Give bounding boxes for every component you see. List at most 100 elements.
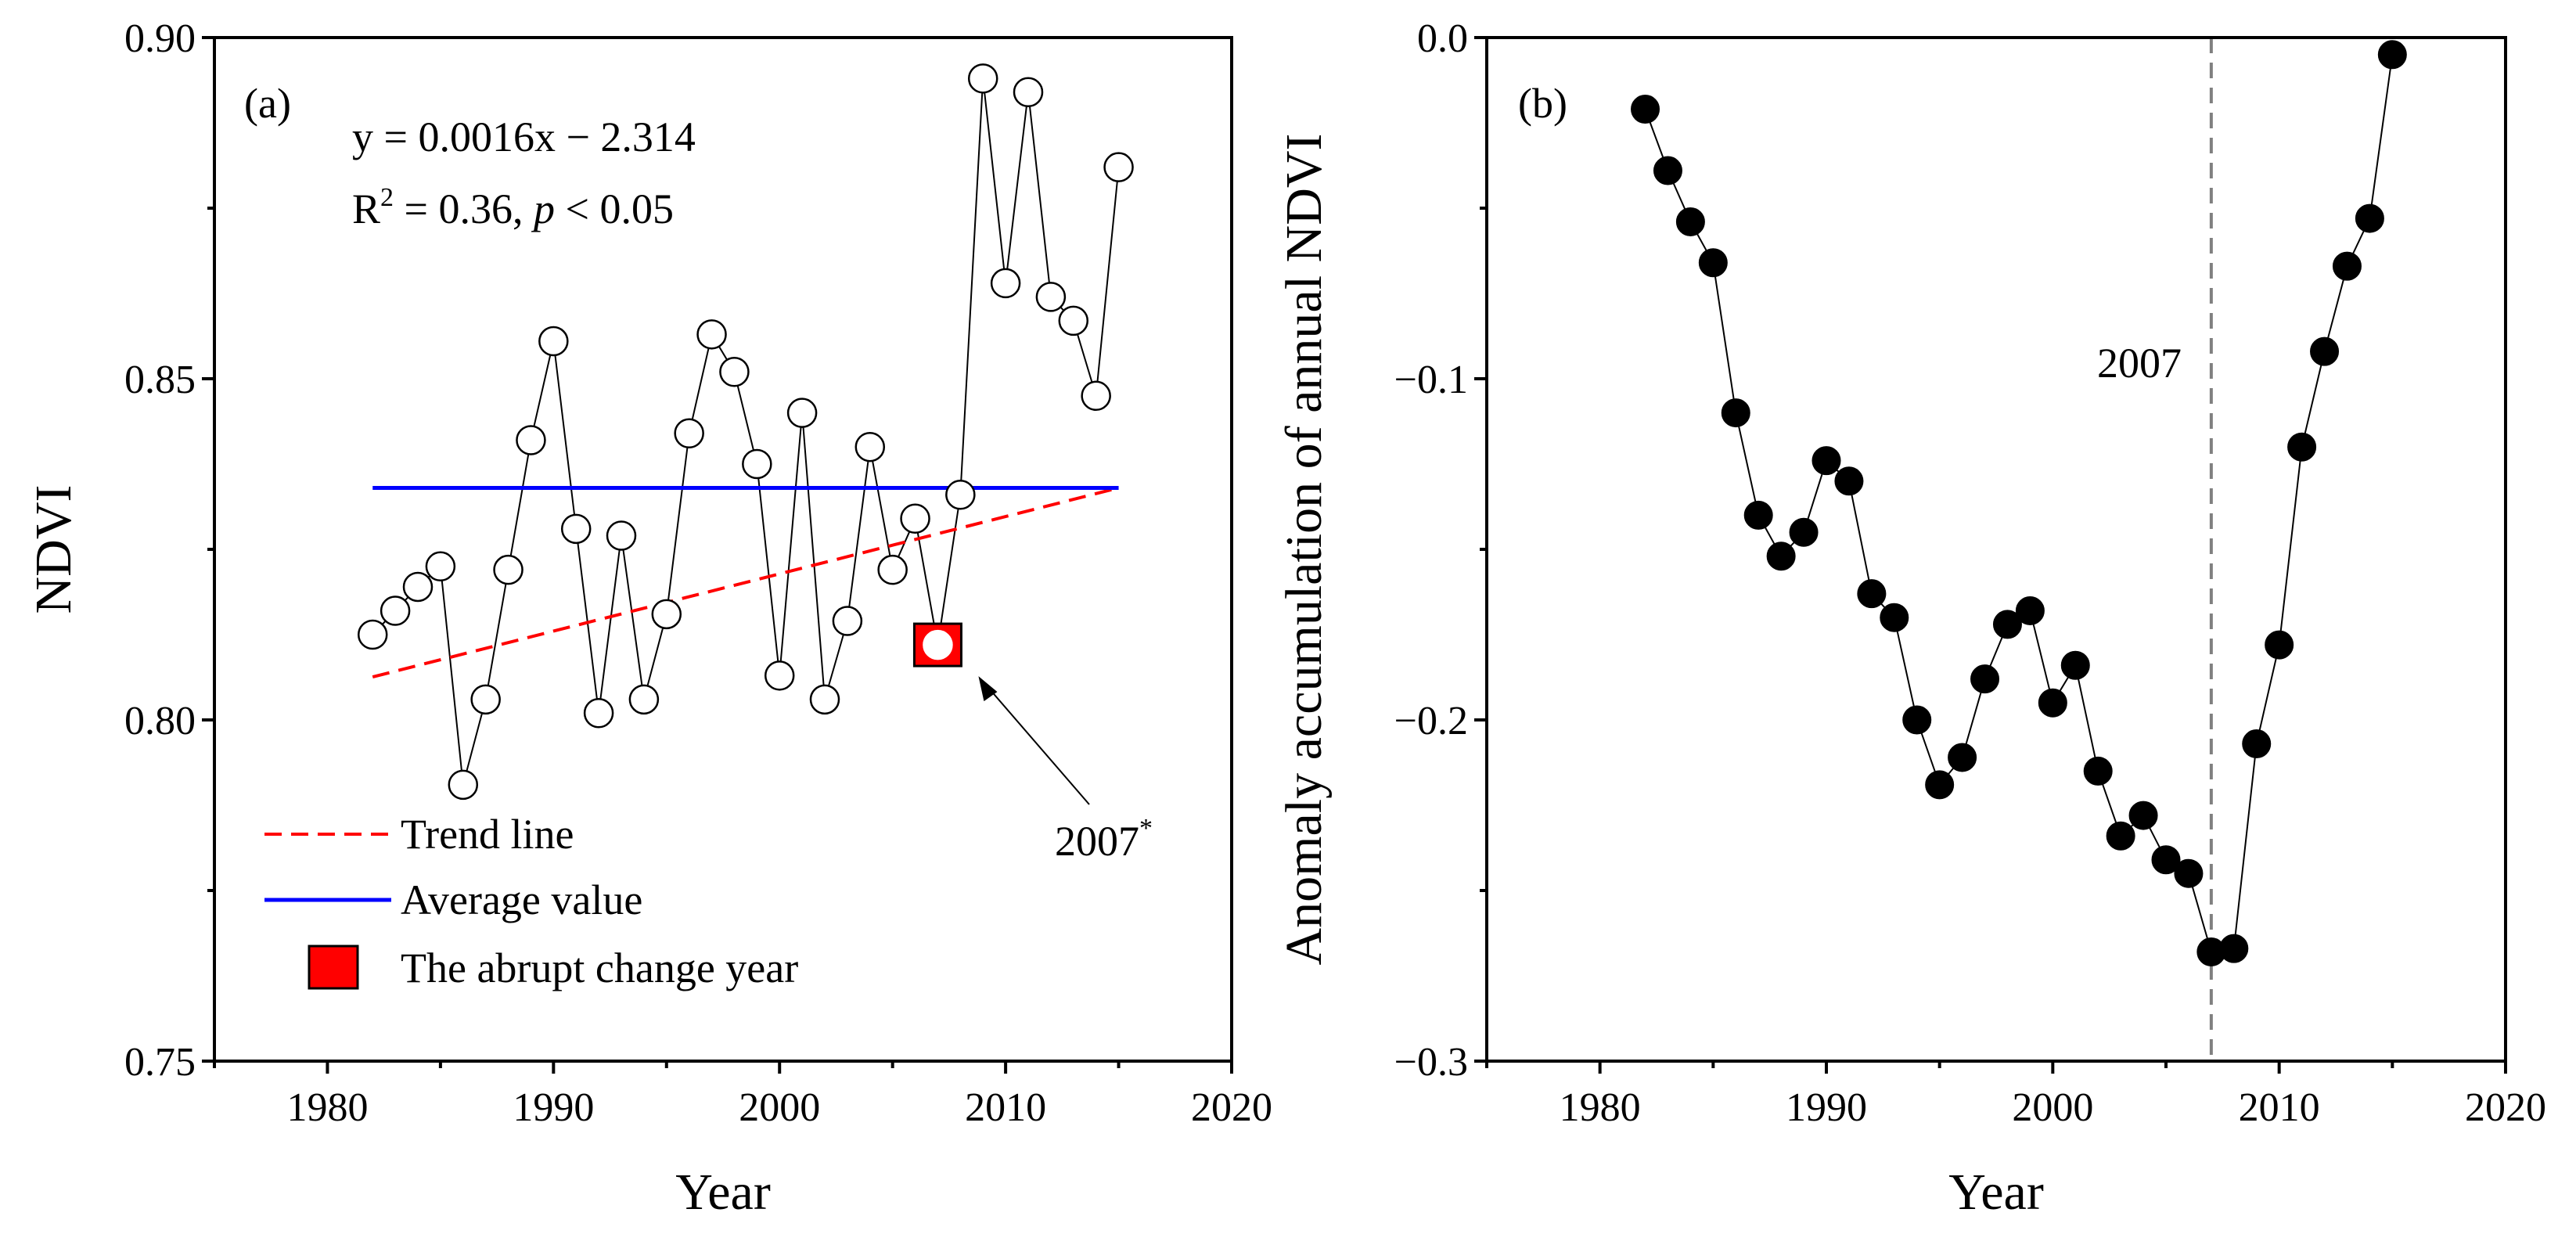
panel-b-y-axis-label: Anomaly accumulation of annual NDVI <box>1275 133 1333 965</box>
ndvi-point <box>402 571 434 603</box>
x-tick-label: 2020 <box>1191 1085 1272 1130</box>
y-tick-label: 0.85 <box>124 358 196 402</box>
ndvi-point <box>1013 77 1044 108</box>
trend-line <box>372 486 1120 679</box>
anomaly-point <box>2332 251 2362 281</box>
panel-a-label: (a) <box>244 80 291 127</box>
anomaly-point <box>1948 743 1977 772</box>
abrupt-year-arrow-label: 2007* <box>1055 814 1153 865</box>
ndvi-point <box>583 698 614 729</box>
x-tick-label: 2000 <box>2012 1085 2093 1130</box>
anomaly-point <box>1880 603 1909 632</box>
panel-b: 1980 1990 2000 2010 2020−0.3−0.2−0.10.0 (b) … <box>1275 16 2546 1221</box>
ndvi-point <box>764 660 795 691</box>
anomaly-point <box>1653 156 1682 185</box>
x-tick-label: 1980 <box>286 1085 368 1130</box>
anomaly-point <box>2242 729 2272 759</box>
anomaly-point <box>2106 821 2135 851</box>
anomaly-point <box>1743 500 1773 530</box>
ndvi-point <box>809 684 840 715</box>
anomaly-point <box>2287 432 2317 462</box>
ndvi-point <box>560 513 592 545</box>
y-tick-label: −0.1 <box>1394 358 1468 402</box>
panel-b-x-axis-label: Year <box>1948 1164 2044 1221</box>
ndvi-point <box>1058 305 1089 336</box>
ndvi-point <box>448 769 479 801</box>
legend-abrupt-change-label: The abrupt change year <box>401 945 798 991</box>
anomaly-point <box>2219 934 2249 963</box>
anomaly-point <box>1925 770 1955 800</box>
anomaly-point <box>2015 596 2045 625</box>
ndvi-point <box>967 63 998 94</box>
anomaly-point <box>2128 801 2158 830</box>
anomaly-point <box>1902 705 1932 735</box>
anomaly-point <box>1698 248 1728 278</box>
r2-annotation: R2 = 0.36, p < 0.05 <box>352 183 674 232</box>
legend-trend-line-label: Trend line <box>401 811 574 858</box>
anomaly-point <box>2377 40 2407 70</box>
regression-equation: y = 0.0016x − 2.314 <box>352 113 696 160</box>
ndvi-point <box>696 319 727 350</box>
anomaly-point <box>2174 858 2204 888</box>
y-tick-label: 0.75 <box>124 1040 196 1085</box>
abrupt-year-arrowhead <box>978 676 998 702</box>
anomaly-point <box>1631 95 1660 124</box>
x-tick-label: 1990 <box>513 1085 594 1130</box>
ndvi-point <box>493 554 523 585</box>
legend-abrupt-change-swatch <box>308 945 359 990</box>
panel-a-y-axis-label: NDVI <box>25 485 82 614</box>
ndvi-point <box>357 619 388 650</box>
panel-a-x-axis-label: Year <box>675 1164 771 1221</box>
legend-average-value-label: Average value <box>401 876 642 923</box>
anomaly-point <box>2355 203 2384 233</box>
ndvi-point <box>674 418 704 449</box>
anomaly-point <box>2083 756 2113 786</box>
anomaly-point <box>2060 650 2090 680</box>
ndvi-point <box>628 684 660 715</box>
ndvi-point <box>832 606 863 636</box>
ndvi-point <box>742 448 772 480</box>
anomaly-point <box>2038 688 2067 718</box>
anomaly-point <box>1857 579 1887 609</box>
ndvi-point <box>854 431 886 462</box>
anomaly-point <box>2310 336 2340 366</box>
ndvi-point <box>538 326 569 357</box>
anomaly-point <box>1992 610 2022 639</box>
ndvi-point <box>719 357 750 387</box>
ndvi-point <box>900 503 930 534</box>
anomaly-point <box>2151 845 2181 875</box>
vline-2007-label: 2007 <box>2097 340 2182 387</box>
x-tick-label: 2010 <box>965 1085 1046 1130</box>
anomaly-point <box>1766 542 1796 571</box>
panel-b-label: (b) <box>1518 80 1567 127</box>
legend-a: Trend line Average value The abrupt chan… <box>264 811 798 991</box>
y-tick-label: 0.80 <box>124 699 196 743</box>
ndvi-point <box>425 551 456 582</box>
ndvi-point <box>470 684 501 715</box>
x-tick-label: 2010 <box>2239 1085 2320 1130</box>
ndvi-point <box>651 599 682 630</box>
ndvi-point <box>1035 282 1067 312</box>
y-tick-label: −0.3 <box>1394 1040 1468 1085</box>
panel-a: 1980 1990 2000 2010 2020 0.75 0.80 0.85 0.90 (a)… <box>25 16 1272 1221</box>
ndvi-point <box>990 268 1021 299</box>
ndvi-point <box>1103 152 1134 182</box>
anomaly-point <box>1675 207 1705 236</box>
ndvi-point <box>606 520 637 551</box>
ndvi-point <box>380 596 411 626</box>
ndvi-series-line <box>372 78 1120 786</box>
anomaly-point <box>1834 466 1864 496</box>
y-tick-label: 0.0 <box>1417 16 1468 61</box>
y-tick-label: −0.2 <box>1394 699 1468 743</box>
ndvi-point <box>945 479 976 510</box>
x-tick-label: 1980 <box>1560 1085 1641 1130</box>
x-tick-label: 2000 <box>739 1085 820 1130</box>
y-tick-label: 0.90 <box>124 16 196 61</box>
ndvi-point <box>877 554 908 585</box>
anomaly-point <box>1721 398 1750 428</box>
ndvi-point <box>923 629 953 660</box>
ndvi-point <box>516 425 546 455</box>
ndvi-point <box>1081 380 1111 412</box>
